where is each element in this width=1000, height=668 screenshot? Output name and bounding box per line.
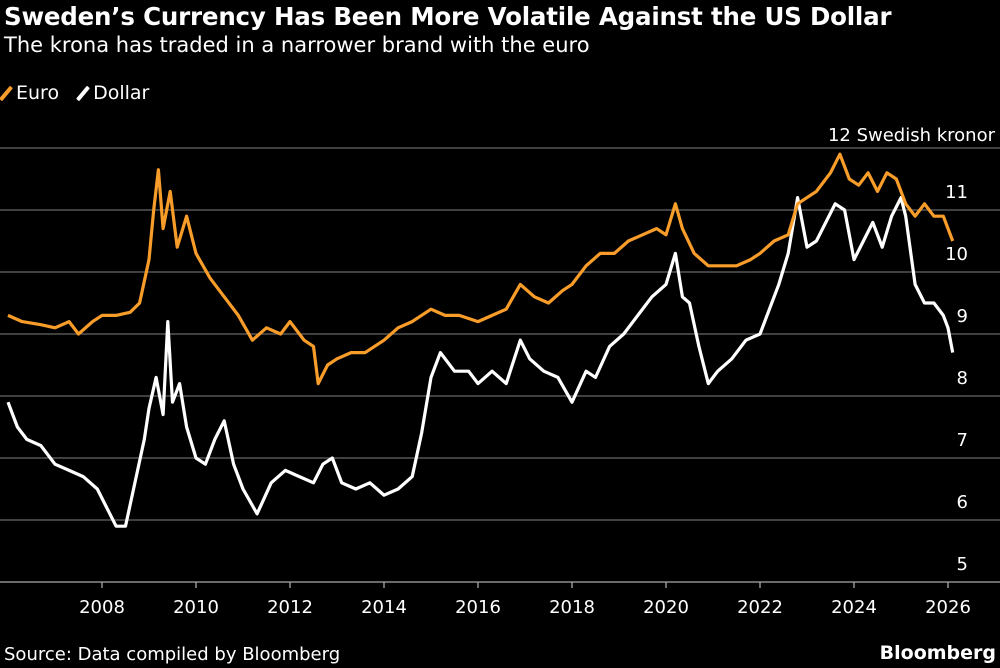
y-tick-label: 5: [957, 554, 968, 575]
x-tick-label: 2016: [455, 597, 501, 618]
legend-label-euro: Euro: [16, 82, 60, 104]
x-tick-label: 2014: [361, 597, 407, 618]
legend: Euro Dollar: [0, 82, 150, 104]
x-tick-label: 2022: [737, 597, 783, 618]
y-tick-label: 10: [945, 244, 968, 265]
chart-title: Sweden’s Currency Has Been More Volatile…: [4, 2, 892, 31]
y-tick-label: 8: [957, 368, 968, 389]
bloomberg-logo: Bloomberg: [879, 642, 996, 664]
series-line-dollar: [6, 196, 955, 528]
y-tick-label: 11: [945, 182, 968, 203]
y-tick-label: 7: [957, 430, 968, 451]
x-tick-label: 2010: [173, 597, 219, 618]
x-tick-label: 2026: [925, 597, 971, 618]
chart-subtitle: The krona has traded in a narrower brand…: [4, 33, 590, 57]
legend-label-dollar: Dollar: [93, 82, 150, 104]
series-line-euro: [7, 152, 955, 386]
y-tick-label: 6: [957, 492, 968, 513]
x-tick-label: 2008: [79, 597, 125, 618]
legend-item-dollar: Dollar: [76, 82, 150, 104]
source-note: Source: Data compiled by Bloomberg: [4, 644, 341, 665]
y-axis-unit-label: 12 Swedish kronor: [828, 125, 996, 146]
x-tick-label: 2018: [549, 597, 595, 618]
x-tick-label: 2012: [267, 597, 313, 618]
x-tick-label: 2024: [831, 597, 877, 618]
y-tick-label: 9: [957, 306, 968, 327]
legend-item-euro: Euro: [0, 82, 60, 104]
x-tick-label: 2020: [643, 597, 689, 618]
